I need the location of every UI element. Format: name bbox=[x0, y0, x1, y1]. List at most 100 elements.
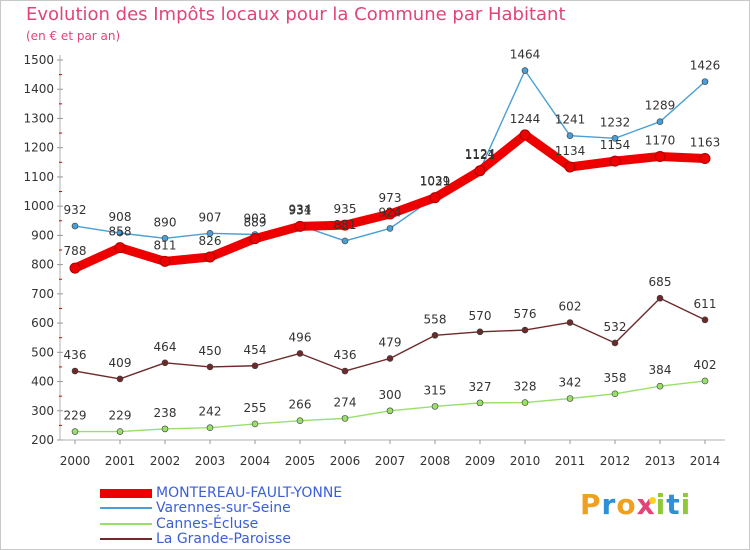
data-point-grande-paroisse bbox=[296, 350, 304, 357]
legend-label-varennes: Varennes-sur-Seine bbox=[156, 500, 291, 516]
data-point-varennes bbox=[116, 229, 124, 237]
data-point-cannes bbox=[656, 382, 664, 390]
legend-swatch-cannes bbox=[100, 523, 152, 525]
data-label-montereau: 1134 bbox=[555, 144, 586, 158]
legend-swatch-grande-paroisse bbox=[100, 538, 152, 540]
data-label-montereau: 1029 bbox=[420, 175, 451, 189]
data-label-montereau: 889 bbox=[244, 216, 267, 230]
x-tick-label: 2009 bbox=[465, 454, 496, 468]
data-label-varennes: 1464 bbox=[510, 48, 541, 62]
data-label-cannes: 328 bbox=[514, 380, 537, 394]
logo-dot bbox=[649, 497, 656, 504]
data-point-grande-paroisse bbox=[116, 375, 124, 383]
data-label-varennes: 924 bbox=[379, 205, 402, 219]
data-label-cannes: 300 bbox=[379, 388, 402, 402]
data-label-cannes: 327 bbox=[469, 380, 492, 394]
data-point-cannes bbox=[521, 399, 529, 406]
data-point-cannes bbox=[386, 407, 394, 415]
data-point-cannes bbox=[611, 390, 619, 398]
data-label-montereau: 788 bbox=[64, 244, 87, 258]
data-point-montereau bbox=[654, 150, 666, 162]
data-point-cannes bbox=[71, 428, 79, 435]
logo-letter: t bbox=[666, 488, 681, 521]
data-point-grande-paroisse bbox=[71, 367, 79, 375]
logo-letter: i bbox=[655, 488, 667, 521]
data-point-varennes bbox=[71, 222, 79, 230]
data-label-cannes: 274 bbox=[334, 395, 357, 409]
y-tick-label: 500 bbox=[31, 345, 54, 359]
data-point-cannes bbox=[296, 417, 304, 425]
data-point-montereau bbox=[114, 242, 126, 254]
data-point-montereau bbox=[519, 129, 531, 141]
data-point-cannes bbox=[566, 395, 574, 402]
data-label-varennes: 1289 bbox=[645, 99, 676, 113]
logo-letter: o bbox=[616, 488, 637, 521]
data-label-grande-paroisse: 464 bbox=[154, 340, 177, 354]
data-label-grande-paroisse: 454 bbox=[244, 343, 267, 357]
data-label-cannes: 229 bbox=[109, 409, 132, 423]
y-tick-label: 1500 bbox=[23, 53, 54, 67]
data-label-grande-paroisse: 576 bbox=[514, 307, 537, 321]
data-label-cannes: 358 bbox=[604, 371, 627, 385]
data-label-varennes: 934 bbox=[289, 202, 312, 216]
data-point-montereau bbox=[429, 192, 441, 204]
data-point-varennes bbox=[341, 237, 349, 245]
data-label-montereau: 1163 bbox=[690, 136, 721, 150]
x-tick-label: 2003 bbox=[195, 454, 226, 468]
legend-item-cannes: Cannes-Écluse bbox=[100, 516, 258, 532]
x-tick-label: 2010 bbox=[510, 454, 541, 468]
logo-letter: r bbox=[601, 488, 617, 521]
x-tick-label: 2000 bbox=[60, 454, 91, 468]
y-tick-label: 1000 bbox=[23, 199, 54, 213]
chart-subtitle: (en € et par an) bbox=[26, 29, 121, 43]
data-point-varennes bbox=[206, 230, 214, 237]
data-label-grande-paroisse: 558 bbox=[424, 312, 447, 326]
data-point-montereau bbox=[474, 165, 486, 177]
y-tick-label: 1200 bbox=[23, 141, 54, 155]
data-label-varennes: 1124 bbox=[465, 147, 496, 161]
data-point-montereau bbox=[204, 251, 216, 263]
data-label-grande-paroisse: 570 bbox=[469, 309, 492, 323]
data-point-montereau bbox=[294, 220, 306, 232]
data-point-grande-paroisse bbox=[341, 367, 349, 375]
data-label-varennes: 1232 bbox=[600, 115, 631, 129]
x-tick-label: 2007 bbox=[375, 454, 406, 468]
data-label-cannes: 315 bbox=[424, 383, 447, 397]
legend-item-montereau: MONTEREAU-FAULT-YONNE bbox=[100, 485, 342, 501]
data-point-grande-paroisse bbox=[431, 332, 439, 339]
data-label-cannes: 255 bbox=[244, 401, 267, 415]
data-point-montereau bbox=[699, 153, 711, 165]
data-label-varennes: 1426 bbox=[690, 59, 721, 73]
y-tick-label: 800 bbox=[31, 258, 54, 272]
data-label-varennes: 908 bbox=[109, 210, 132, 224]
x-tick-label: 2012 bbox=[600, 454, 631, 468]
data-point-varennes bbox=[611, 135, 619, 142]
data-label-cannes: 402 bbox=[694, 358, 717, 372]
data-point-grande-paroisse bbox=[161, 359, 169, 367]
data-point-grande-paroisse bbox=[251, 362, 259, 370]
legend-item-grande-paroisse: La Grande-Paroisse bbox=[100, 531, 291, 547]
data-point-montereau bbox=[249, 233, 261, 245]
data-point-grande-paroisse bbox=[611, 339, 619, 347]
data-point-montereau bbox=[564, 161, 576, 173]
data-label-grande-paroisse: 685 bbox=[649, 275, 672, 289]
data-point-varennes bbox=[656, 118, 664, 125]
logo-letter: i bbox=[680, 488, 692, 521]
data-label-montereau: 1121 bbox=[465, 148, 496, 162]
data-label-montereau: 1154 bbox=[600, 138, 631, 152]
data-point-grande-paroisse bbox=[386, 355, 394, 362]
data-point-cannes bbox=[431, 403, 439, 410]
data-label-varennes: 1031 bbox=[420, 174, 451, 188]
data-label-grande-paroisse: 479 bbox=[379, 335, 402, 349]
x-tick-label: 2013 bbox=[645, 454, 676, 468]
data-point-cannes bbox=[206, 424, 214, 432]
data-label-montereau: 1170 bbox=[645, 133, 676, 147]
proxiti-logo: Proxiti bbox=[580, 488, 691, 521]
data-label-cannes: 242 bbox=[199, 405, 222, 419]
data-label-montereau: 935 bbox=[334, 202, 357, 216]
data-point-grande-paroisse bbox=[566, 319, 574, 326]
data-label-varennes: 881 bbox=[334, 218, 357, 232]
logo-letter: P bbox=[580, 488, 602, 521]
data-label-varennes: 903 bbox=[244, 212, 267, 226]
